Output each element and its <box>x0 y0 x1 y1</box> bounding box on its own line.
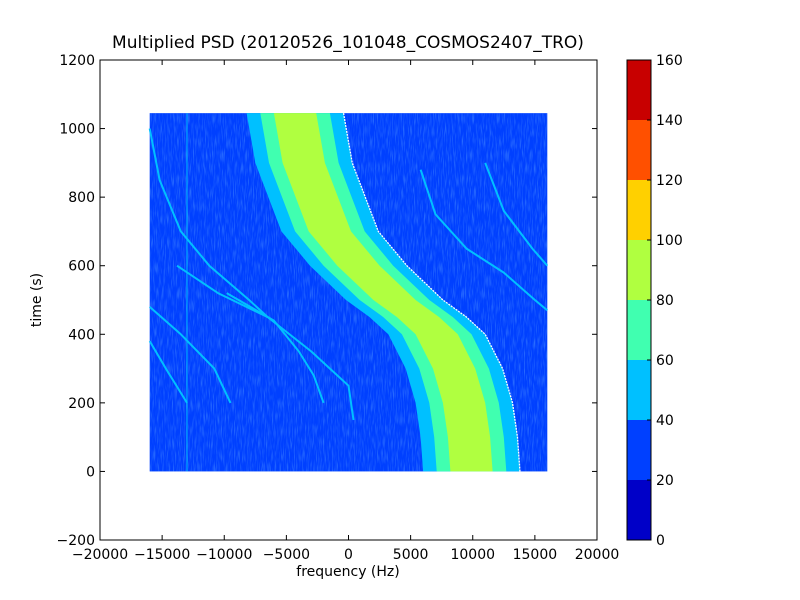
x-axis-label: frequency (Hz) <box>296 564 399 580</box>
y-tick-label: 400 <box>68 327 95 343</box>
x-tick-label: −5000 <box>263 547 310 563</box>
x-tick-label: 15000 <box>513 547 558 563</box>
trace-band-80-100 <box>273 113 493 472</box>
secondary-trace-1 <box>148 128 269 318</box>
y-axis-label: time (s) <box>29 273 45 327</box>
x-tick-label: −10000 <box>196 547 252 563</box>
secondary-trace-4 <box>226 292 325 404</box>
colorbar-tick-label: 60 <box>656 353 674 369</box>
y-tick-label: 1200 <box>59 53 95 69</box>
y-tick-label: 0 <box>86 464 95 480</box>
colorbar: 0 20 40 60 80 100 120 140 160 <box>626 53 683 549</box>
colorbar-tick-label: 20 <box>656 473 674 489</box>
x-tick-label: 0 <box>344 547 353 563</box>
secondary-trace-5 <box>419 169 548 312</box>
x-tick-label: −15000 <box>134 547 190 563</box>
colorbar-segment <box>627 300 651 360</box>
y-tick-label: 200 <box>68 396 95 412</box>
x-axis: −20000 −15000 −10000 −5000 0 5000 10000 15000 20… <box>72 60 619 563</box>
colorbar-tick-label: 40 <box>656 413 674 429</box>
colorbar-tick-label: 0 <box>656 533 665 549</box>
y-tick-label: 600 <box>68 259 95 275</box>
trace-edge <box>342 113 521 472</box>
main-trace <box>246 113 521 472</box>
chart-title: Multiplied PSD (20120526_101048_COSMOS24… <box>112 33 584 53</box>
secondary-trace-2 <box>176 264 355 421</box>
secondary-trace-6 <box>484 162 549 267</box>
y-tick-label: −200 <box>57 533 95 549</box>
x-tick-label: 20000 <box>575 547 620 563</box>
colorbar-segment <box>627 60 651 120</box>
colorbar-segment <box>627 480 651 540</box>
y-tick-label: 800 <box>68 190 95 206</box>
colorbar-segment <box>627 360 651 420</box>
y-axis: −200 0 200 400 600 800 1000 1200 <box>57 53 597 549</box>
colorbar-segment <box>627 240 651 300</box>
x-tick-label: 10000 <box>450 547 495 563</box>
secondary-trace-7 <box>148 340 188 404</box>
x-tick-label: 5000 <box>393 547 429 563</box>
colorbar-tick-label: 80 <box>656 293 674 309</box>
colorbar-segment <box>627 420 651 480</box>
x-tick-label: −20000 <box>72 547 128 563</box>
y-tick-label: 1000 <box>59 122 95 138</box>
secondary-trace-3 <box>149 306 232 404</box>
colorbar-tick-label: 140 <box>656 113 683 129</box>
colorbar-segment <box>627 120 651 180</box>
colorbar-tick-label: 120 <box>656 173 683 189</box>
colorbar-tick-label: 100 <box>656 233 683 249</box>
plot-area <box>148 113 549 472</box>
colorbar-segment <box>627 180 651 240</box>
secondary-traces <box>148 113 549 472</box>
colorbar-tick-label: 160 <box>656 53 683 69</box>
